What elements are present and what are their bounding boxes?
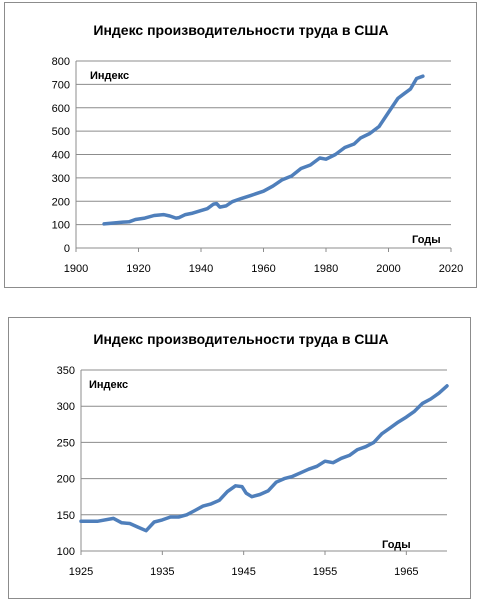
series-line	[102, 74, 425, 226]
y-tick-label: 200	[52, 196, 70, 208]
y-tick-label: 600	[52, 103, 70, 115]
y-tick-label: 800	[52, 56, 70, 68]
chart-1-y-axis-label: Индекс	[90, 70, 129, 82]
chart-1-x-axis-label: Годы	[412, 234, 441, 246]
y-tick-label: 500	[52, 126, 70, 138]
chart-panel-2: Индекс производительности труда в США 10…	[8, 317, 471, 599]
y-tick-label: 200	[57, 474, 75, 486]
chart-2-y-axis-label: Индекс	[89, 379, 128, 391]
y-tick-label: 700	[52, 79, 70, 91]
x-tick-label: 1940	[189, 263, 213, 275]
x-tick-label: 1920	[126, 263, 150, 275]
y-tick-label: 250	[57, 437, 75, 449]
chart-1-y-tick-labels: 0 100 200 300 400 500 600 700 800	[52, 56, 70, 255]
y-tick-label: 0	[64, 243, 70, 255]
chart-2-gridlines	[80, 369, 447, 552]
y-tick-label: 400	[52, 150, 70, 162]
chart-1-title: Индекс производительности труда в США	[93, 22, 388, 38]
y-tick-label: 150	[57, 510, 75, 522]
chart-2-x-tick-labels: 1925 1935 1945 1955 1965	[69, 551, 419, 578]
x-tick-label: 1925	[69, 566, 93, 578]
y-tick-label: 100	[57, 546, 75, 558]
y-tick-label: 350	[57, 365, 75, 377]
chart-2-y-tick-labels: 100 150 200 250 300 350	[57, 365, 75, 558]
chart-1-gridlines	[75, 60, 451, 249]
x-tick-label: 1960	[251, 263, 275, 275]
chart-2-svg: Индекс производительности труда в США 10…	[57, 331, 449, 578]
x-tick-label: 1900	[64, 263, 88, 275]
y-tick-label: 300	[52, 173, 70, 185]
chart-2-title: Индекс производительности труда в США	[93, 331, 388, 347]
x-tick-label: 1955	[313, 566, 337, 578]
x-tick-label: 1965	[394, 566, 418, 578]
y-tick-label: 100	[52, 220, 70, 232]
chart-2-series	[79, 384, 449, 533]
chart-1-series	[102, 74, 425, 226]
x-tick-label: 1980	[314, 263, 338, 275]
chart-1-x-tick-labels: 1900 1920 1940 1960 1980 2000 2020	[64, 248, 463, 275]
x-tick-label: 1945	[231, 566, 255, 578]
series-line	[79, 384, 449, 533]
x-tick-label: 2000	[376, 263, 400, 275]
x-tick-label: 2020	[439, 263, 463, 275]
y-tick-label: 300	[57, 401, 75, 413]
x-tick-label: 1935	[150, 566, 174, 578]
chart-2-x-axis-label: Годы	[382, 539, 411, 551]
chart-1-svg: Индекс производительности труда в США 01…	[52, 22, 464, 275]
